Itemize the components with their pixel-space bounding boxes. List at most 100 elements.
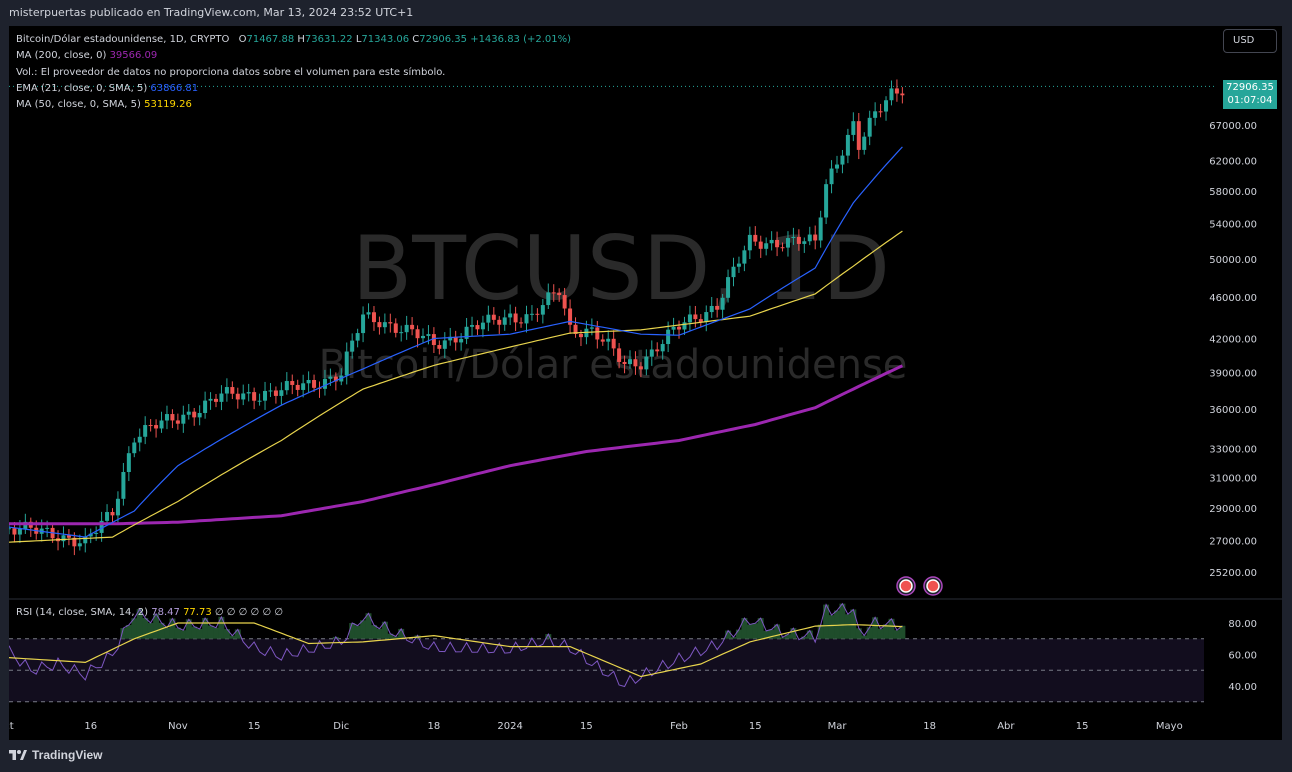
candle-body: [889, 88, 894, 101]
us-flag-icon[interactable]: [926, 579, 940, 593]
rsi-legend[interactable]: RSI (14, close, SMA, 14, 2) 78.47 77.73 …: [16, 607, 283, 618]
candle-body: [344, 351, 349, 376]
candle-body: [519, 322, 524, 324]
candle-body: [257, 400, 262, 402]
candle-body: [197, 413, 202, 418]
time-tick-label: Abr: [997, 721, 1015, 732]
candle-body: [246, 392, 251, 394]
ma50-label[interactable]: MA (50, close, 0, SMA, 5): [16, 99, 141, 111]
candle-body: [486, 314, 491, 323]
candle-body: [426, 334, 431, 336]
rsi-tick-label: 60.00: [1228, 651, 1257, 662]
currency-button[interactable]: USD: [1223, 29, 1277, 53]
candle-body: [382, 322, 387, 328]
candle-body: [644, 356, 649, 370]
price-tick-label: 62000.00: [1209, 156, 1257, 167]
candle-body: [115, 498, 120, 516]
candle-body: [333, 376, 338, 382]
high-value: 73631.22: [304, 34, 353, 45]
close-label: C: [412, 34, 420, 45]
candle-body: [9, 528, 11, 530]
legend-symbol-row[interactable]: Bitcoin/Dólar estadounidense, 1D, CRYPTO…: [16, 32, 571, 48]
candle-body: [148, 425, 153, 427]
candle-body: [235, 393, 240, 400]
candle-body: [12, 528, 17, 535]
ema21-label[interactable]: EMA (21, close, 0, SMA, 5): [16, 82, 148, 94]
candle-body: [666, 329, 671, 345]
legend-ma50-row[interactable]: MA (50, close, 0, SMA, 5) 53119.26: [16, 97, 571, 113]
candle-body: [796, 236, 801, 244]
candle-body: [366, 312, 371, 315]
rsi-pane[interactable]: [9, 602, 1204, 703]
candle-body: [442, 340, 447, 349]
last-price: 72906.35: [1226, 82, 1274, 93]
time-tick-label: Mayo: [1156, 721, 1183, 732]
rsi-label[interactable]: RSI (14, close, SMA, 14, 2): [16, 607, 149, 618]
time-tick-label: 2024: [497, 721, 522, 732]
candle-body: [186, 411, 191, 415]
candle-body: [399, 332, 404, 334]
ma50-value: 53119.26: [144, 99, 192, 111]
rsi-tick-label: 40.00: [1228, 682, 1257, 693]
candle-body: [867, 117, 872, 137]
candle-body: [361, 314, 366, 334]
candle-body: [415, 329, 420, 339]
candle-body: [862, 136, 867, 150]
candle-body: [829, 168, 834, 185]
candle-body: [371, 312, 376, 323]
legend-ema21-row[interactable]: EMA (21, close, 0, SMA, 5) 63866.81: [16, 81, 571, 97]
candle-body: [431, 334, 436, 346]
bar-countdown: 01:07:04: [1227, 95, 1273, 106]
candle-body: [753, 234, 758, 242]
ma200-label[interactable]: MA (200, close, 0): [16, 50, 107, 62]
candle-body: [873, 111, 878, 118]
candle-body: [845, 134, 850, 156]
candle-body: [214, 398, 218, 402]
rsi-tick-label: 80.00: [1228, 619, 1257, 630]
us-flag-icon[interactable]: [899, 579, 913, 593]
candle-body: [835, 164, 839, 169]
legend-symbol[interactable]: Bitcoin/Dólar estadounidense, 1D, CRYPTO: [16, 34, 230, 45]
time-axis[interactable]: ct 16 Nov 15 Dic 18 2024 15 Feb 15 Mar 18 Abr 15 Mayo: [9, 721, 1183, 732]
chart-canvas[interactable]: BTCUSD, 1D Bitcoin/Dólar estadounidense …: [9, 26, 1282, 740]
candle-body: [535, 313, 540, 315]
chart-area[interactable]: BTCUSD, 1D Bitcoin/Dólar estadounidense …: [9, 26, 1282, 740]
candle-body: [72, 537, 77, 547]
candle-body: [491, 314, 496, 320]
candle-body: [208, 398, 213, 401]
candle-body: [633, 359, 638, 367]
event-markers[interactable]: [896, 576, 943, 596]
ma50-line: [9, 230, 903, 543]
ema21-line: [9, 146, 903, 538]
rsi-axis[interactable]: 80.00 60.00 40.00: [1228, 619, 1257, 693]
rsi-value: 78.47: [151, 607, 180, 618]
candle-body: [785, 238, 790, 248]
tradingview-logo-icon[interactable]: [9, 748, 27, 762]
candle-body: [132, 442, 137, 454]
price-tick-label: 33000.00: [1209, 445, 1257, 456]
rsi-line: [9, 602, 903, 688]
price-axis[interactable]: 67000.00 62000.00 58000.00 54000.00 50000.00…: [1209, 121, 1257, 579]
time-tick-label: Mar: [828, 721, 848, 732]
candle-body: [704, 312, 709, 322]
candle-body: [813, 234, 818, 241]
time-tick-label: 16: [84, 721, 97, 732]
candle-body: [312, 379, 317, 388]
watermark-name: Bitcoin/Dólar estadounidense: [319, 342, 908, 388]
candle-body: [600, 339, 605, 342]
candle-body: [410, 324, 415, 330]
symbol-legend[interactable]: Bitcoin/Dólar estadounidense, 1D, CRYPTO…: [16, 32, 571, 113]
legend-ma200-row[interactable]: MA (200, close, 0) 39566.09: [16, 48, 571, 64]
candle-body: [154, 425, 159, 429]
candle-body: [23, 521, 28, 529]
candle-body: [693, 314, 698, 320]
price-tick-label: 46000.00: [1209, 293, 1257, 304]
footer-brand[interactable]: TradingView: [9, 746, 102, 764]
candle-body: [143, 425, 148, 437]
candle-body: [638, 366, 643, 370]
footer-brand-label[interactable]: TradingView: [32, 748, 103, 762]
candle-body: [698, 319, 703, 322]
candle-body: [807, 234, 812, 242]
candle-body: [551, 292, 556, 294]
price-pane[interactable]: [9, 79, 1214, 556]
